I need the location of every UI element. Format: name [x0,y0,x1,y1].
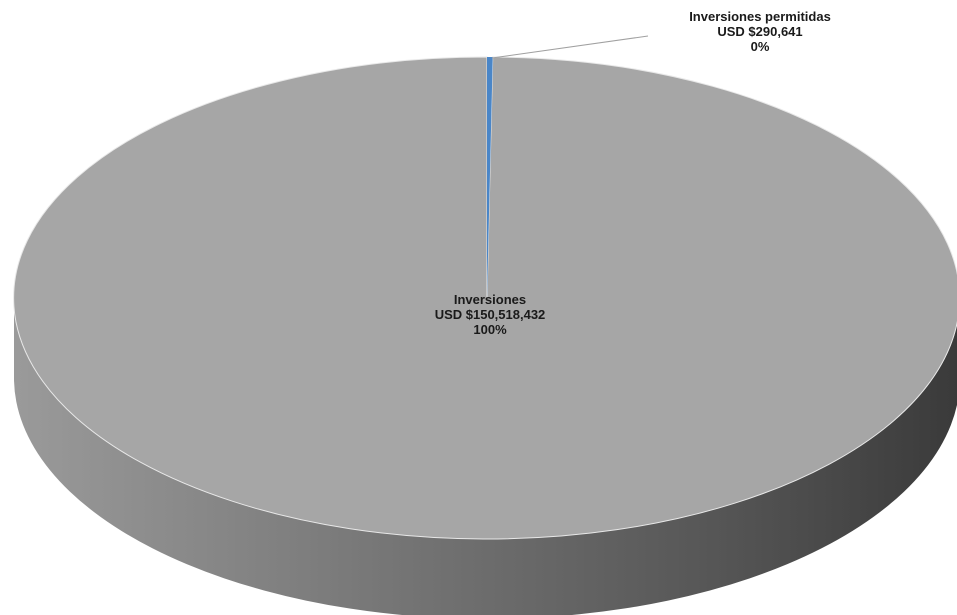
slice-label-amount: USD $150,518,432 [434,307,546,322]
slice-label-percent: 100% [473,322,507,337]
leader-line [491,35,649,59]
pie-side-wall [14,298,957,615]
slice-label-amount: USD $290,641 [717,24,803,39]
pie-slice-inversiones [13,56,957,540]
slice-label-percent: 0% [750,39,770,54]
slice-label-name: Inversiones [453,292,527,307]
slice-label-name: Inversiones permitidas [689,9,831,24]
slice-label-inversiones: Inversiones USD $150,518,432 100% [390,292,590,337]
pie-slice-inversiones-permitidas [487,57,493,298]
slice-label-inversiones-permitidas: Inversiones permitidas USD $290,641 0% [650,9,870,54]
